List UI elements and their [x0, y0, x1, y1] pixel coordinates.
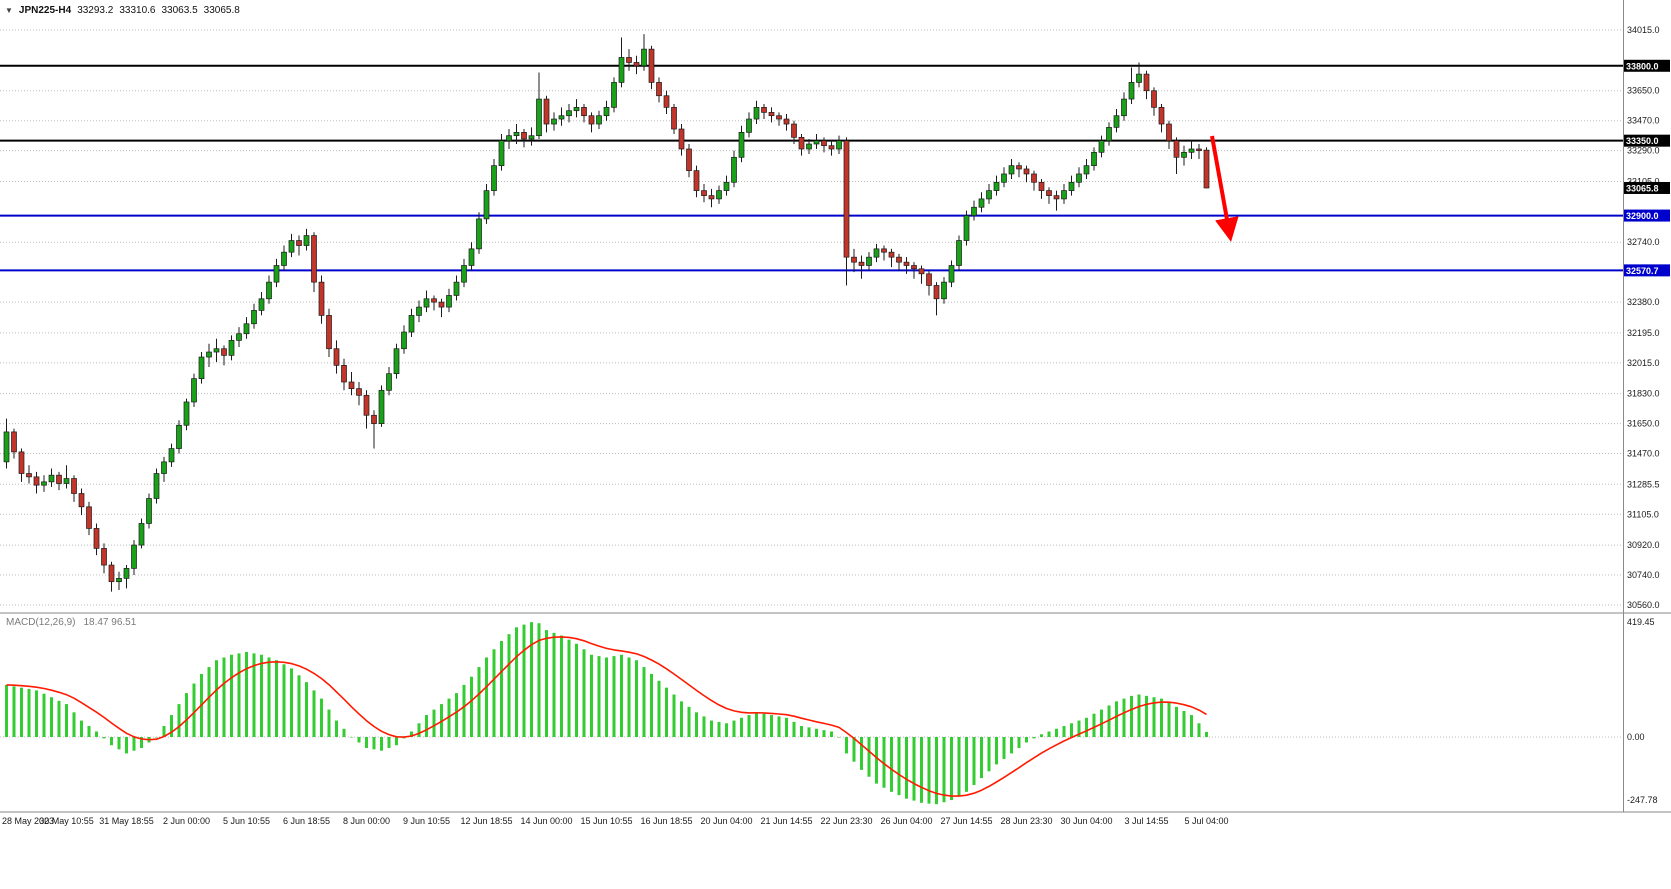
svg-text:5 Jul 04:00: 5 Jul 04:00	[1184, 816, 1228, 826]
svg-text:33800.0: 33800.0	[1626, 61, 1659, 71]
bar-close-value: 33065.8	[203, 5, 240, 16]
svg-text:16 Jun 18:55: 16 Jun 18:55	[640, 816, 692, 826]
svg-text:32740.0: 32740.0	[1627, 237, 1660, 247]
svg-text:30 May 10:55: 30 May 10:55	[39, 816, 94, 826]
svg-text:15 Jun 10:55: 15 Jun 10:55	[580, 816, 632, 826]
svg-text:33350.0: 33350.0	[1626, 136, 1659, 146]
svg-text:33105.0: 33105.0	[1627, 176, 1660, 186]
svg-text:32900.0: 32900.0	[1626, 211, 1659, 221]
svg-text:12 Jun 18:55: 12 Jun 18:55	[460, 816, 512, 826]
svg-text:0.00: 0.00	[1627, 732, 1645, 742]
svg-text:6 Jun 18:55: 6 Jun 18:55	[283, 816, 330, 826]
svg-text:31 May 18:55: 31 May 18:55	[99, 816, 154, 826]
svg-text:22 Jun 23:30: 22 Jun 23:30	[820, 816, 872, 826]
svg-text:2 Jun 00:00: 2 Jun 00:00	[163, 816, 210, 826]
svg-text:30560.0: 30560.0	[1627, 600, 1660, 610]
price-axis: 34015.0 33650.0 33470.0 33290.0 33105.0 32740…	[1624, 25, 1670, 610]
svg-text:31285.5: 31285.5	[1627, 479, 1660, 489]
bar-high-value: 33310.6	[119, 5, 156, 16]
svg-text:30920.0: 30920.0	[1627, 540, 1660, 550]
svg-text:31650.0: 31650.0	[1627, 419, 1660, 429]
svg-text:26 Jun 04:00: 26 Jun 04:00	[880, 816, 932, 826]
price-gridlines	[0, 29, 1623, 606]
bar-open-value: 33293.2	[77, 5, 114, 16]
svg-text:34015.0: 34015.0	[1627, 25, 1660, 35]
svg-text:30 Jun 04:00: 30 Jun 04:00	[1060, 816, 1112, 826]
svg-text:32380.0: 32380.0	[1627, 297, 1660, 307]
svg-text:-247.78: -247.78	[1627, 795, 1658, 805]
symbol-dropdown-icon[interactable]: ▼	[5, 6, 13, 15]
svg-text:9 Jun 10:55: 9 Jun 10:55	[403, 816, 450, 826]
chart-symbol-info: ▼ JPN225-H4 33293.2 33310.6 33063.5 3306…	[5, 5, 240, 16]
svg-text:21 Jun 14:55: 21 Jun 14:55	[760, 816, 812, 826]
svg-text:31105.0: 31105.0	[1627, 509, 1659, 519]
svg-text:30740.0: 30740.0	[1627, 570, 1660, 580]
macd-name: MACD(12,26,9)	[6, 617, 76, 628]
svg-text:31470.0: 31470.0	[1627, 449, 1660, 459]
svg-text:5 Jun 10:55: 5 Jun 10:55	[223, 816, 270, 826]
svg-text:20 Jun 04:00: 20 Jun 04:00	[700, 816, 752, 826]
svg-text:27 Jun 14:55: 27 Jun 14:55	[940, 816, 992, 826]
svg-text:32015.0: 32015.0	[1627, 358, 1660, 368]
svg-text:8 Jun 00:00: 8 Jun 00:00	[343, 816, 390, 826]
symbol-timeframe-label: JPN225-H4	[18, 5, 72, 16]
svg-text:33290.0: 33290.0	[1627, 146, 1660, 156]
bar-low-value: 33063.5	[161, 5, 198, 16]
svg-text:28 Jun 23:30: 28 Jun 23:30	[1000, 816, 1052, 826]
svg-text:33065.8: 33065.8	[1626, 183, 1659, 193]
svg-text:28 May 2023: 28 May 2023	[2, 816, 54, 826]
svg-text:14 Jun 00:00: 14 Jun 00:00	[520, 816, 572, 826]
svg-text:32570.7: 32570.7	[1626, 266, 1659, 276]
svg-text:32195.0: 32195.0	[1627, 328, 1660, 338]
svg-text:419.45: 419.45	[1627, 617, 1655, 627]
svg-text:33650.0: 33650.0	[1627, 86, 1660, 96]
pane-separators	[0, 0, 1671, 813]
horizontal-level-lines[interactable]	[0, 64, 1623, 272]
down-arrow-annotation[interactable]	[1210, 135, 1239, 242]
macd-indicator-label: MACD(12,26,9) 18.47 96.51	[6, 617, 136, 628]
candlestick-series	[3, 34, 1210, 592]
svg-text:3 Jul 14:55: 3 Jul 14:55	[1124, 816, 1168, 826]
macd-values: 18.47 96.51	[83, 617, 137, 628]
macd-pane: 419.45 0.00 -247.78	[0, 617, 1658, 805]
svg-text:33470.0: 33470.0	[1627, 116, 1660, 126]
svg-text:31830.0: 31830.0	[1627, 389, 1660, 399]
